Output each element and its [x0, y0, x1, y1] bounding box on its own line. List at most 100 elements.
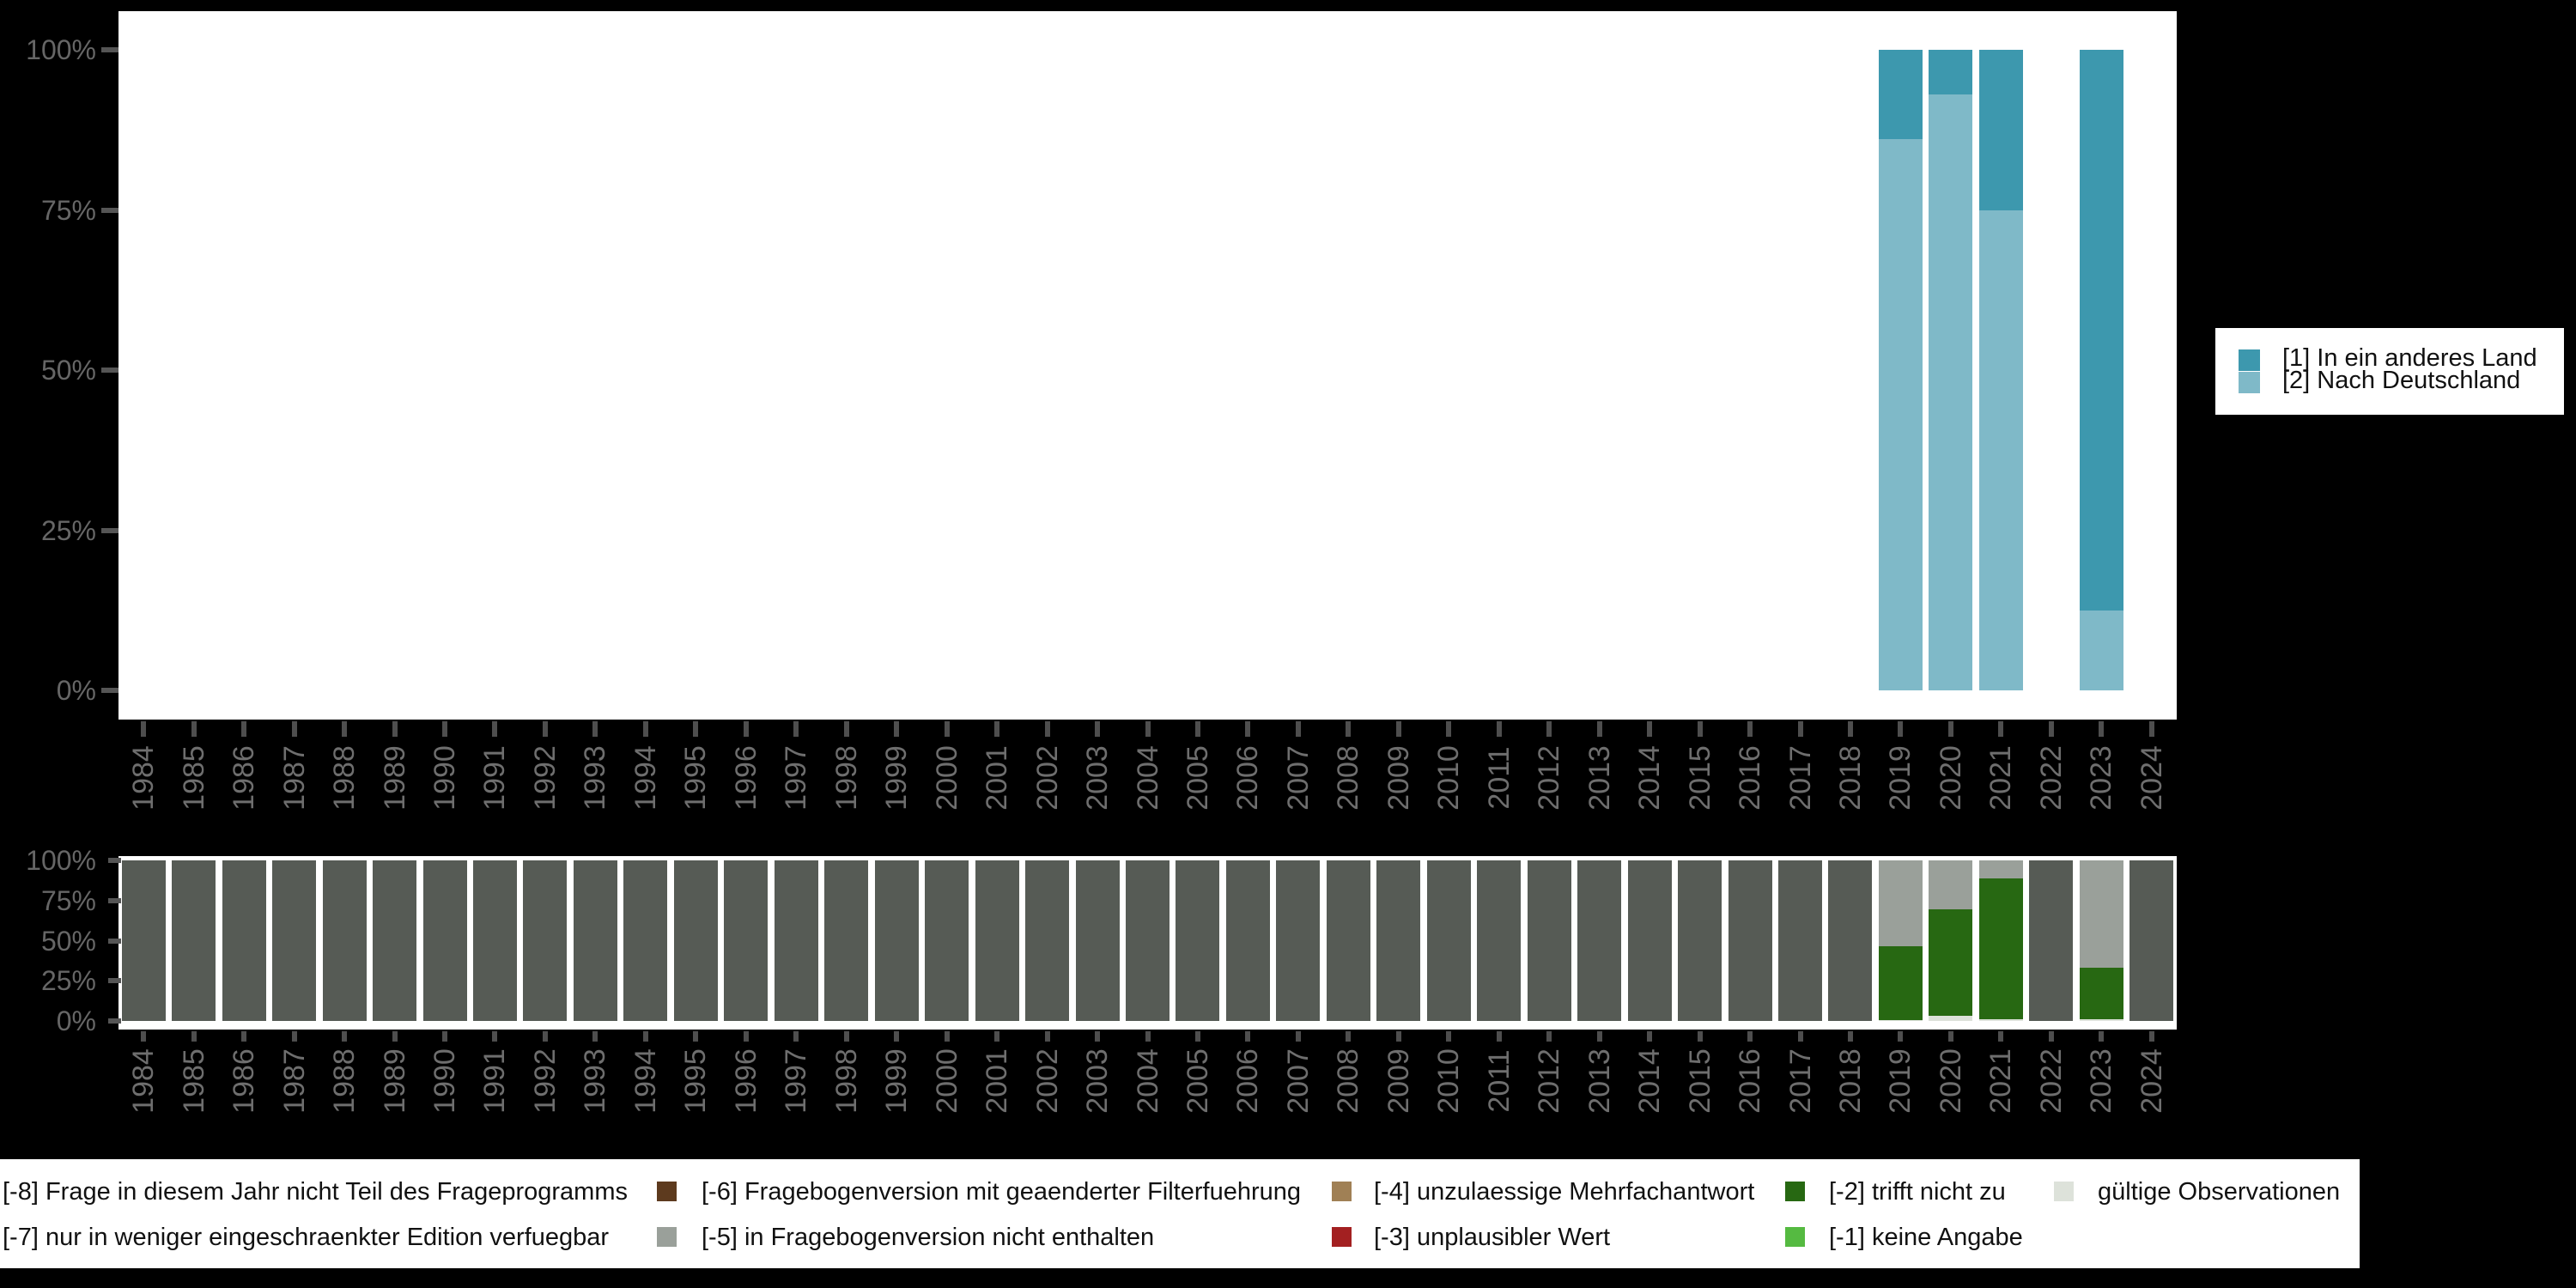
x-axis-tick	[1898, 721, 1904, 737]
year-label: 2013	[1583, 1048, 1616, 1114]
x-axis-tick	[241, 1031, 247, 1042]
x-axis-tick	[1346, 721, 1352, 737]
year-label: 1990	[428, 1048, 461, 1114]
y-axis-tick	[101, 47, 118, 52]
x-axis-tick	[1697, 721, 1703, 737]
x-axis-tick	[1245, 721, 1251, 737]
x-axis-tick	[392, 1031, 398, 1042]
year-label: 1997	[780, 1048, 813, 1114]
year-label: 2011	[1482, 1049, 1516, 1113]
x-axis-tick	[241, 721, 247, 737]
x-axis-tick	[1847, 1031, 1853, 1042]
missing-code-label: [-6] Fragebogenversion mit geaenderter F…	[702, 1178, 1301, 1206]
year-label: 2008	[1332, 1048, 1365, 1114]
year-label: 1985	[177, 1048, 210, 1114]
bar-segment	[272, 860, 317, 1021]
bar-segment	[1075, 860, 1120, 1021]
x-axis-tick	[743, 1031, 749, 1042]
year-label: 2004	[1131, 745, 1164, 811]
y-axis-tick-label: 25%	[40, 965, 96, 997]
missing-code-label: [-4] unzulaessige Mehrfachantwort	[1374, 1178, 1755, 1206]
x-axis-tick	[1947, 1031, 1953, 1042]
x-axis-tick	[191, 721, 197, 737]
x-axis-tick	[2048, 1031, 2054, 1042]
year-label: 2023	[2085, 745, 2118, 811]
x-axis-tick	[793, 1031, 799, 1042]
bar-segment	[172, 860, 216, 1021]
year-label: 2012	[1533, 745, 1566, 811]
bar-segment	[1426, 860, 1471, 1021]
bar-segment	[373, 860, 417, 1021]
y-axis-tick	[101, 688, 118, 693]
bar-segment	[422, 860, 467, 1021]
x-axis-tick	[141, 1031, 147, 1042]
x-axis-tick	[944, 1031, 950, 1042]
year-label: 2000	[930, 1048, 963, 1114]
x-axis-tick	[592, 721, 598, 737]
bar-segment	[925, 860, 969, 1021]
x-axis-tick	[542, 1031, 548, 1042]
x-axis-tick	[843, 1031, 849, 1042]
year-label: 1992	[528, 1048, 562, 1114]
year-label: 1995	[679, 1048, 713, 1114]
x-axis-tick	[191, 1031, 197, 1042]
y-axis-tick	[108, 897, 121, 903]
x-axis-tick	[843, 721, 849, 737]
x-axis-tick	[442, 721, 447, 737]
year-label: 1988	[328, 1048, 361, 1114]
y-axis-tick-label: 25%	[40, 514, 96, 546]
x-axis-tick	[542, 721, 548, 737]
bar-segment	[472, 860, 517, 1021]
bar-segment	[1929, 860, 1973, 910]
bar-segment	[1929, 909, 1973, 1016]
x-axis-tick	[994, 1031, 1000, 1042]
year-label: 1984	[127, 1048, 161, 1114]
year-label: 2009	[1382, 1048, 1415, 1114]
x-axis-tick	[642, 721, 648, 737]
x-axis-tick	[392, 721, 398, 737]
missing-code-key-icon	[657, 1182, 677, 1201]
bar-segment	[1878, 50, 1923, 140]
bar-segment	[2129, 860, 2174, 1021]
x-axis-tick	[1095, 1031, 1101, 1042]
year-label: 2020	[1934, 745, 1967, 811]
x-axis-tick	[2048, 721, 2054, 737]
year-label: 2005	[1181, 745, 1214, 811]
year-label: 2020	[1934, 1048, 1967, 1114]
missing-code-key-icon	[1785, 1227, 1805, 1247]
bar-segment	[1929, 94, 1973, 690]
y-axis-tick	[108, 1018, 121, 1024]
x-axis-tick	[1245, 1031, 1251, 1042]
bar-segment	[1978, 878, 2023, 1020]
bar-segment	[1176, 860, 1220, 1021]
year-label: 1998	[829, 1048, 863, 1114]
year-label: 1999	[880, 1048, 914, 1114]
year-label: 2000	[930, 745, 963, 811]
year-label: 2022	[2034, 1048, 2068, 1114]
year-label: 1989	[378, 1048, 411, 1114]
year-label: 2002	[1030, 745, 1064, 811]
answers-panel	[118, 11, 2177, 720]
x-axis-tick	[291, 1031, 297, 1042]
x-axis-tick	[1697, 1031, 1703, 1042]
year-label: 1994	[629, 1048, 662, 1114]
x-axis-tick	[944, 721, 950, 737]
y-axis-tick	[108, 858, 121, 863]
x-axis-tick	[2099, 721, 2105, 737]
bar-segment	[1929, 1016, 1973, 1021]
x-axis-tick	[1095, 721, 1101, 737]
bar-segment	[1126, 860, 1170, 1021]
bar-segment	[724, 860, 769, 1021]
x-axis-tick	[1546, 1031, 1552, 1042]
missing-code-key-icon	[657, 1227, 677, 1247]
year-label: 1995	[679, 745, 713, 811]
year-label: 2015	[1683, 745, 1716, 811]
x-axis-tick	[1395, 721, 1401, 737]
x-axis-tick	[592, 1031, 598, 1042]
bar-segment	[1276, 860, 1321, 1021]
year-label: 2024	[2135, 745, 2168, 811]
x-axis-tick	[291, 721, 297, 737]
x-axis-tick	[1446, 1031, 1452, 1042]
bar-segment	[1878, 1020, 1923, 1021]
y-axis-tick-label: 0%	[56, 675, 96, 706]
